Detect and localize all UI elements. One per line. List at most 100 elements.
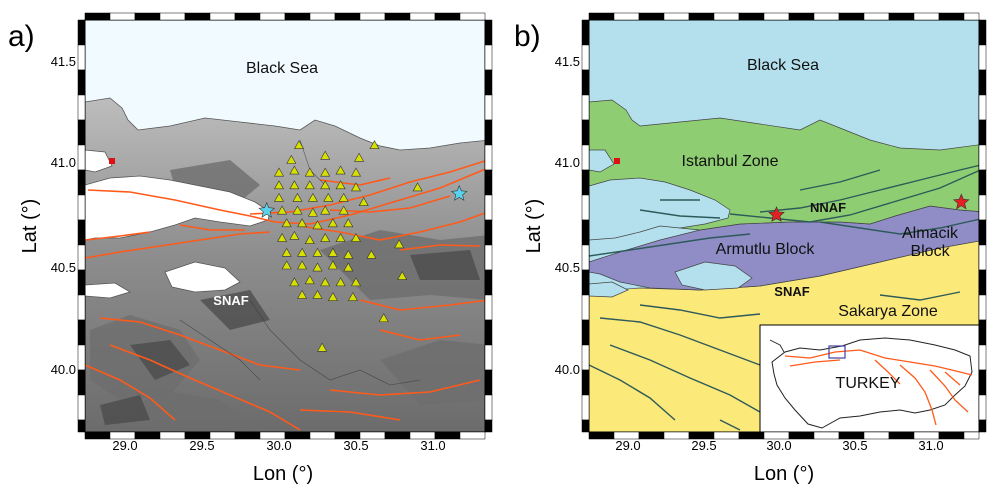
nnaf-label-a: NNAF [192,191,228,206]
faults-a [85,160,485,431]
frame-tick [484,144,493,171]
station-triangle [335,180,346,190]
frame-tick [77,19,86,46]
frame-tick [978,44,987,71]
inset-label: TURKEY [836,375,901,392]
frame-tick [978,94,987,121]
frame-tick [484,294,493,321]
station-triangle [412,182,423,192]
frame-tick [484,394,493,421]
frame-tick [434,12,461,21]
frame-tick [978,269,987,296]
frame-tick [638,12,665,21]
frame-tick [581,144,590,171]
frame-tick [77,344,86,371]
stations-a [273,140,423,352]
station-triangle [297,260,308,270]
station-triangle [394,239,405,249]
frame-tick [77,269,86,296]
station-triangle [289,165,300,175]
x-tick-b-30.5: 30.5 [842,438,867,453]
station-triangle [369,140,380,150]
frame-tick [813,12,840,21]
x-tick-b-30.0: 30.0 [766,438,791,453]
station-triangle [317,342,328,352]
y-tick-b-41.0: 41.0 [555,155,580,170]
snaf-label-b: SNAF [774,284,809,299]
frame-tick [978,394,987,421]
frame-tick [581,169,590,196]
frame-tick [84,431,111,440]
frame-tick [309,431,336,440]
sakarya-zone-label: Sakarya Zone [838,303,938,320]
lake-a2 [85,282,131,299]
station-triangle [320,205,331,215]
y-tick-b-40.0: 40.0 [555,362,580,377]
epicenter-b-star [768,206,785,222]
frame-tick [863,12,890,21]
frame-tick [638,431,665,440]
frame-tick [77,244,86,271]
frame-tick [581,19,590,46]
frame-tick [77,194,86,221]
frame-ticks-a [77,12,493,440]
frame-tick [738,12,765,21]
frame-tick [978,369,987,396]
station-triangle [297,289,308,299]
station-triangle [350,277,362,287]
station-triangle [292,205,303,215]
frame-tick [581,269,590,296]
frame-tick [284,12,311,21]
frame-tick [581,69,590,96]
lake-b1 [674,261,753,291]
frame-tick [77,369,86,396]
frame-tick [484,369,493,396]
almacik-block-label-1: Almacik [902,225,959,242]
frame-tick [581,319,590,346]
station-triangle [277,205,288,215]
frame-tick [581,194,590,221]
city-marker-b [614,158,620,164]
station-triangle [358,197,369,206]
station-triangle [312,289,323,299]
city-marker-a [109,158,115,164]
y-tick-a-40.0: 40.0 [51,362,76,377]
frame-tick [938,12,965,21]
station-triangle [378,313,389,323]
station-triangle [338,205,349,215]
station-triangle [350,232,362,242]
station-triangle [327,260,338,270]
frame-tick [978,19,987,46]
x-tick-a-29.5: 29.5 [189,438,214,453]
station-triangle [277,232,288,242]
armutlu-block-label: Armutlu Block [716,241,816,258]
y-tick-b-40.5: 40.5 [555,260,580,275]
station-triangle [320,180,331,190]
station-triangle [297,247,308,257]
frame-tick [588,12,615,21]
frame-tick [581,94,590,121]
station-triangle [327,292,338,301]
frame-tick [581,344,590,371]
frame-tick [888,431,915,440]
frame-tick [913,12,940,21]
station-triangle [397,270,408,280]
station-triangle [335,232,346,242]
panel-b: b) [514,12,987,485]
frame-tick [77,94,86,121]
panel-b-letter: b) [514,20,541,53]
station-triangle [304,180,315,190]
station-triangle [350,182,362,192]
frame-tick [978,319,987,346]
frame-tick [159,12,186,21]
frame-tick [978,119,987,146]
turkey-outline [771,337,973,429]
istanbul-zone-label: Istanbul Zone [682,153,779,170]
frame-tick [77,419,86,433]
frame-tick [581,294,590,321]
station-triangle [338,192,349,202]
frame-tick [978,244,987,271]
x-tick-labels-a: 29.0 29.5 30.0 30.5 31.0 [112,438,445,453]
x-tick-a-30.0: 30.0 [266,438,291,453]
